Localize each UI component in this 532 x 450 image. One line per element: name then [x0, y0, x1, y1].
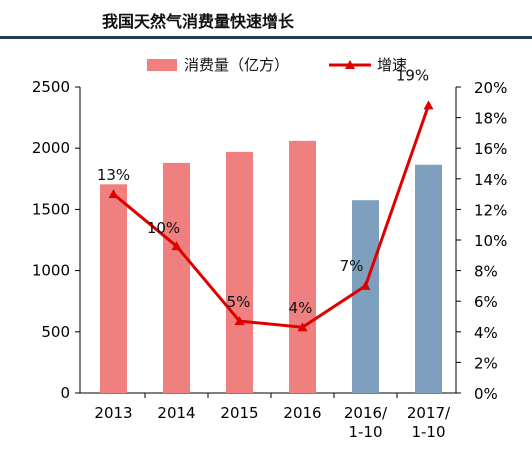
y-left-tick-label-0: 0 [60, 384, 70, 402]
legend-label-line: 增速 [377, 56, 407, 74]
y-right-tick-label-1: 2% [474, 354, 498, 372]
chart-title: 我国天然气消费量快速增长 [102, 12, 295, 31]
growth-data-label-3: 4% [289, 299, 313, 317]
x-tick-label-1: 2014 [157, 404, 195, 422]
y-right-tick-label-9: 18% [474, 110, 507, 128]
y-left-tick-label-4: 2000 [32, 139, 70, 157]
x-tick-label-4: 2016/1-10 [344, 404, 388, 441]
growth-data-label-4: 7% [340, 257, 364, 275]
bar-5 [415, 164, 442, 393]
y-right-tick-label-0: 0% [474, 385, 498, 403]
bar-4 [352, 200, 379, 393]
growth-data-label-0: 13% [97, 166, 130, 184]
y-right-tick-label-6: 12% [474, 201, 507, 219]
y-right-tick-label-7: 14% [474, 171, 507, 189]
y-right-tick-label-8: 16% [474, 140, 507, 158]
x-tick-label-5: 2017/1-10 [407, 404, 451, 441]
y-right-tick-label-2: 4% [474, 324, 498, 342]
legend-label-bar: 消费量（亿方） [184, 56, 289, 74]
growth-marker-0 [108, 189, 119, 199]
bar-1 [163, 162, 190, 393]
growth-marker-4 [360, 280, 371, 290]
y-left-tick-label-3: 1500 [32, 200, 70, 218]
y-right-tick-label-3: 6% [474, 293, 498, 311]
growth-data-label-1: 10% [147, 219, 180, 237]
y-right-tick-label-4: 8% [474, 263, 498, 281]
growth-marker-1 [171, 241, 182, 251]
y-left-tick-label-2: 1000 [32, 262, 70, 280]
x-tick-label-0: 2013 [94, 404, 132, 422]
title-divider [0, 36, 532, 39]
y-right-tick-label-10: 20% [474, 79, 507, 97]
growth-data-label-2: 5% [227, 293, 251, 311]
growth-line [112, 104, 430, 329]
growth-marker-5 [423, 100, 434, 110]
growth-marker-3 [297, 322, 308, 332]
growth-marker-2 [234, 316, 245, 326]
bar-0 [100, 184, 127, 393]
bar-3 [289, 140, 316, 393]
x-tick-label-3: 2016 [283, 404, 321, 422]
growth-data-label-5: 19% [396, 66, 429, 84]
y-left-tick-label-5: 2500 [32, 78, 70, 96]
bar-2 [226, 151, 253, 393]
legend-marker-line [345, 60, 355, 69]
y-left-tick-label-1: 500 [41, 323, 70, 341]
legend-swatch-bar [147, 59, 177, 71]
x-tick-label-2: 2015 [220, 404, 258, 422]
y-right-tick-label-5: 10% [474, 232, 507, 250]
